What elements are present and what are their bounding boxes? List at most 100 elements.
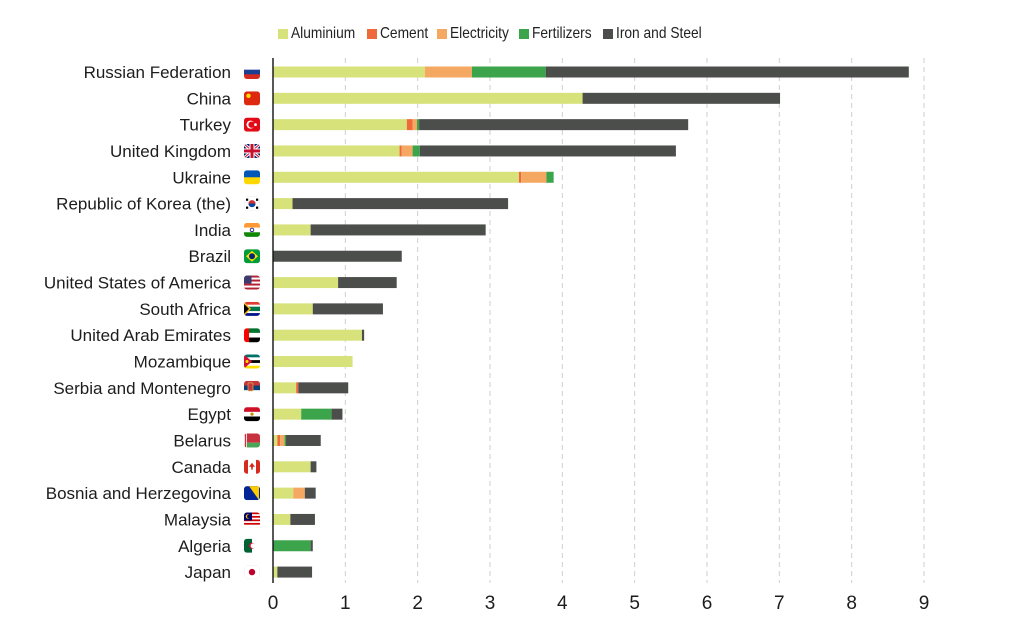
- bar-segment: [273, 303, 313, 315]
- legend-swatch: [278, 29, 288, 39]
- category-label: Malaysia: [164, 510, 232, 529]
- bar-segment: [284, 434, 287, 446]
- bar-segment: [296, 382, 299, 394]
- bar-segment: [471, 66, 546, 78]
- bar-segment: [361, 329, 365, 341]
- bar-segment: [419, 119, 689, 131]
- bar-segment: [273, 382, 297, 394]
- category-label: China: [187, 89, 232, 108]
- category-label: Japan: [185, 563, 231, 582]
- bar-segment: [280, 434, 285, 446]
- bar-segment: [521, 171, 547, 183]
- bar-segment: [310, 540, 313, 552]
- category-label: Ukraine: [172, 168, 231, 187]
- algeria-flag-icon: [244, 538, 260, 553]
- bar-segment: [290, 513, 315, 525]
- japan-flag-icon: [244, 565, 260, 580]
- category-label: South Africa: [139, 300, 231, 319]
- south-korea-flag-icon: [244, 196, 260, 211]
- x-tick-label: 5: [629, 593, 640, 614]
- legend-item: Electricity: [436, 25, 509, 43]
- bar-segment: [406, 119, 413, 131]
- bar-segment: [518, 171, 522, 183]
- bar-segment: [312, 303, 383, 315]
- legend-item: Aluminium: [278, 25, 356, 43]
- category-label: Mozambique: [134, 353, 231, 372]
- x-tick-label: 0: [268, 593, 279, 614]
- bar-segment: [273, 461, 311, 473]
- bar-segment: [273, 408, 302, 420]
- bar-segment: [582, 92, 781, 104]
- bar-segment: [273, 119, 407, 131]
- x-tick-label: 1: [340, 593, 351, 614]
- russia-flag-icon: [244, 65, 260, 79]
- category-label: Algeria: [178, 537, 231, 556]
- egypt-flag-icon: [244, 407, 260, 422]
- legend-item: Iron and Steel: [602, 25, 706, 43]
- bar-segment: [338, 277, 397, 289]
- category-label: Canada: [171, 458, 231, 477]
- bar-segment: [286, 434, 321, 446]
- legend-label: Electricity: [449, 25, 509, 42]
- x-tick-label: 4: [557, 593, 568, 614]
- serbia-montenegro-flag-icon: [244, 380, 260, 395]
- category-label: United Kingdom: [110, 142, 231, 161]
- bar-segment: [310, 461, 317, 473]
- bar-segment: [273, 566, 278, 578]
- belarus-flag-icon: [244, 433, 260, 448]
- bar-segment: [273, 434, 278, 446]
- bar-segment: [273, 224, 311, 236]
- bar-segment: [273, 277, 339, 289]
- bar-segment: [401, 145, 413, 157]
- category-label: United States of America: [44, 274, 232, 293]
- bar-segment: [273, 513, 291, 525]
- bar-segment: [293, 487, 305, 499]
- chart-legend: Aluminium Cement Electricity Fertilizers Iro…: [278, 25, 716, 43]
- bar-segment: [301, 408, 332, 420]
- brazil-flag-icon: [244, 249, 260, 264]
- legend-item: Cement: [366, 25, 428, 43]
- turkey-flag-icon: [244, 117, 260, 132]
- category-label: India: [194, 221, 231, 240]
- category-label: Egypt: [188, 405, 232, 424]
- bar-segment: [412, 119, 417, 131]
- bar-segment: [273, 66, 425, 78]
- south-africa-flag-icon: [244, 301, 260, 316]
- uk-flag-icon: [244, 143, 260, 158]
- x-tick-label: 7: [774, 593, 785, 614]
- bar-segment: [310, 224, 486, 236]
- category-label: Serbia and Montenegro: [53, 379, 231, 398]
- bar-segment: [331, 408, 343, 420]
- india-flag-icon: [244, 222, 260, 237]
- legend-swatch: [366, 29, 377, 39]
- mozambique-flag-icon: [244, 354, 260, 369]
- legend-item: Fertilizers: [519, 25, 592, 43]
- bar-segment: [292, 198, 509, 210]
- category-label: Bosnia and Herzegovina: [46, 484, 232, 503]
- category-label: Turkey: [180, 116, 232, 135]
- legend-swatch: [436, 29, 447, 39]
- bosnia-flag-icon: [244, 486, 260, 501]
- bar-segment: [546, 171, 554, 183]
- bar-segment: [273, 356, 353, 368]
- bar-segment: [424, 66, 472, 78]
- bar-segment: [273, 329, 362, 341]
- china-flag-icon: [244, 91, 260, 106]
- x-tick-label: 3: [485, 593, 496, 614]
- bar-segment: [419, 145, 676, 157]
- bar-segment: [298, 382, 349, 394]
- category-label: Russian Federation: [84, 63, 231, 82]
- legend-label: Fertilizers: [532, 25, 592, 42]
- malaysia-flag-icon: [244, 512, 260, 527]
- bar-segment: [277, 566, 313, 578]
- bar-segment: [304, 487, 316, 499]
- x-tick-label: 2: [412, 593, 423, 614]
- legend-swatch: [519, 29, 530, 39]
- x-tick-label: 8: [846, 593, 857, 614]
- uae-flag-icon: [244, 328, 260, 343]
- bar-segment: [273, 487, 294, 499]
- bar-segment: [399, 145, 402, 157]
- bar-segment: [277, 434, 281, 446]
- bar-segment: [273, 145, 400, 157]
